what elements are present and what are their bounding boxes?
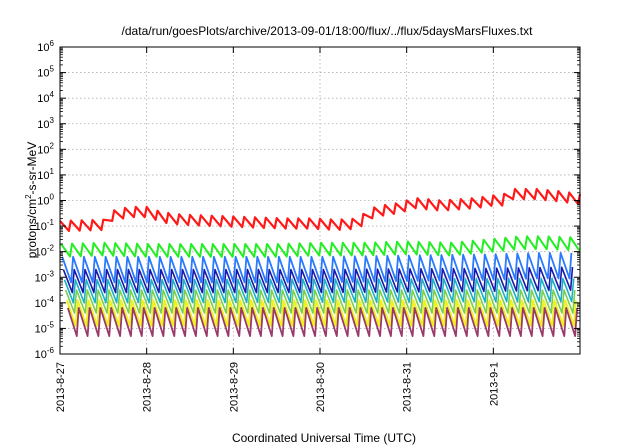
y-tick-label: 100: [37, 193, 54, 208]
x-tick-label: 2013-8-28: [142, 362, 154, 412]
y-tick-label: 10-1: [35, 218, 55, 233]
series-line-4: [62, 266, 574, 294]
series-line-3: [61, 252, 573, 284]
series-line-7: [65, 299, 577, 327]
y-axis-title-sup: 2: [24, 194, 33, 199]
x-tick-label: 2013-8-27: [55, 362, 67, 412]
y-tick-label: 105: [37, 65, 54, 80]
series-line-8: [67, 307, 578, 337]
series-line-6: [64, 289, 576, 314]
y-axis-title: protons/cm2-s-sr-MeV: [24, 142, 39, 258]
y-axis-title-prefix: protons/cm: [25, 199, 39, 258]
y-tick-label: 102: [37, 141, 54, 156]
y-tick-label: 10-2: [35, 244, 55, 259]
y-tick-label: 104: [37, 90, 54, 105]
y-tick-label: 10-6: [35, 346, 55, 361]
y-tick-label: 101: [37, 167, 54, 182]
x-tick-label: 2013-8-30: [315, 362, 327, 412]
y-tick-label: 10-4: [35, 295, 55, 310]
series-line-5: [63, 277, 575, 304]
x-axis-title: Coordinated Universal Time (UTC): [232, 431, 416, 445]
x-tick-label: 2013-8-31: [402, 362, 414, 412]
y-tick-label: 106: [37, 39, 54, 54]
y-axis-title-suffix: -s-sr-MeV: [25, 142, 39, 195]
y-tick-label: 10-3: [35, 269, 55, 284]
series-line-1: [59, 187, 582, 232]
chart-title: /data/run/goesPlots/archive/2013-09-01/1…: [122, 24, 534, 38]
y-tick-label: 10-5: [35, 320, 55, 335]
x-tick-label: 2013-8-29: [228, 362, 240, 412]
data-series: [59, 187, 582, 337]
axes: 10-6 10-5 10-4 10-3 10-2 10-1 100 101 102 103 104 1…: [35, 39, 581, 412]
y-tick-label: 103: [37, 116, 54, 131]
series-line-2: [60, 235, 581, 258]
x-tick-label: 2013-9-1: [488, 362, 500, 406]
